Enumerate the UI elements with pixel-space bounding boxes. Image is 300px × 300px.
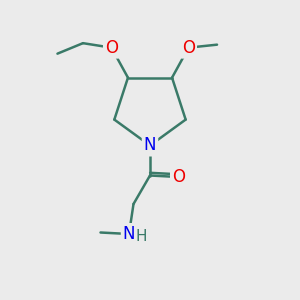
Text: O: O xyxy=(172,168,185,186)
Text: H: H xyxy=(136,229,147,244)
Text: O: O xyxy=(105,39,118,57)
Text: N: N xyxy=(123,225,135,243)
Text: O: O xyxy=(182,39,195,57)
Text: N: N xyxy=(144,136,156,154)
